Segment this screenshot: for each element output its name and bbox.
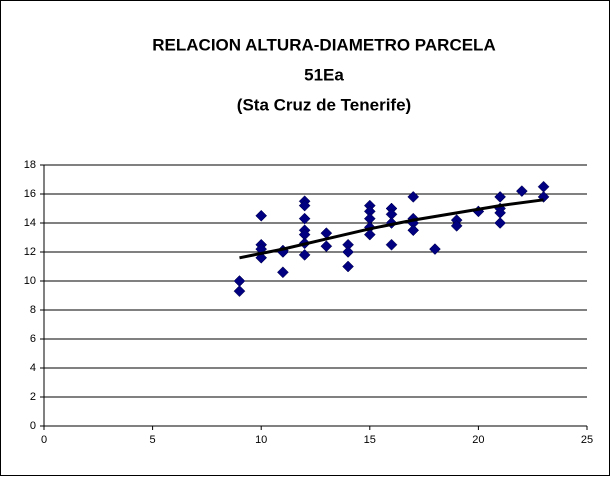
y-tick-label: 16	[24, 188, 36, 200]
chart-title: (Sta Cruz de Tenerife)	[237, 95, 411, 114]
trendline	[239, 198, 544, 260]
y-tick-label: 10	[24, 275, 36, 287]
point	[320, 240, 333, 253]
chart-title: 51Ea	[304, 65, 344, 84]
x-tick-label: 10	[255, 434, 267, 446]
point	[407, 191, 420, 203]
point	[277, 266, 289, 279]
x-tick-label: 0	[41, 434, 47, 446]
y-tick-label: 8	[30, 304, 36, 316]
point	[385, 238, 398, 251]
y-tick-label: 18	[24, 159, 36, 171]
x-tick-label: 25	[581, 434, 593, 446]
x-tick-label: 5	[150, 434, 156, 446]
point	[407, 224, 420, 237]
point	[515, 185, 528, 197]
y-tick-label: 6	[30, 333, 36, 345]
point	[429, 243, 441, 255]
point	[255, 209, 268, 222]
y-tick-label: 14	[24, 217, 36, 229]
y-tick-label: 4	[30, 362, 36, 374]
chart-title: RELACION ALTURA-DIAMETRO PARCELA	[152, 35, 495, 54]
point	[450, 220, 463, 232]
y-tick-label: 12	[24, 246, 36, 258]
x-tick-label: 20	[472, 434, 484, 446]
point	[342, 260, 354, 273]
point	[233, 285, 246, 298]
point	[298, 249, 311, 261]
point	[298, 212, 311, 225]
point	[363, 228, 376, 241]
x-tick-label: 15	[364, 434, 376, 446]
point	[494, 217, 506, 229]
point	[342, 246, 354, 258]
point	[298, 199, 311, 212]
point	[494, 191, 506, 203]
y-tick-label: 0	[30, 420, 36, 432]
y-tick-label: 2	[30, 391, 36, 403]
